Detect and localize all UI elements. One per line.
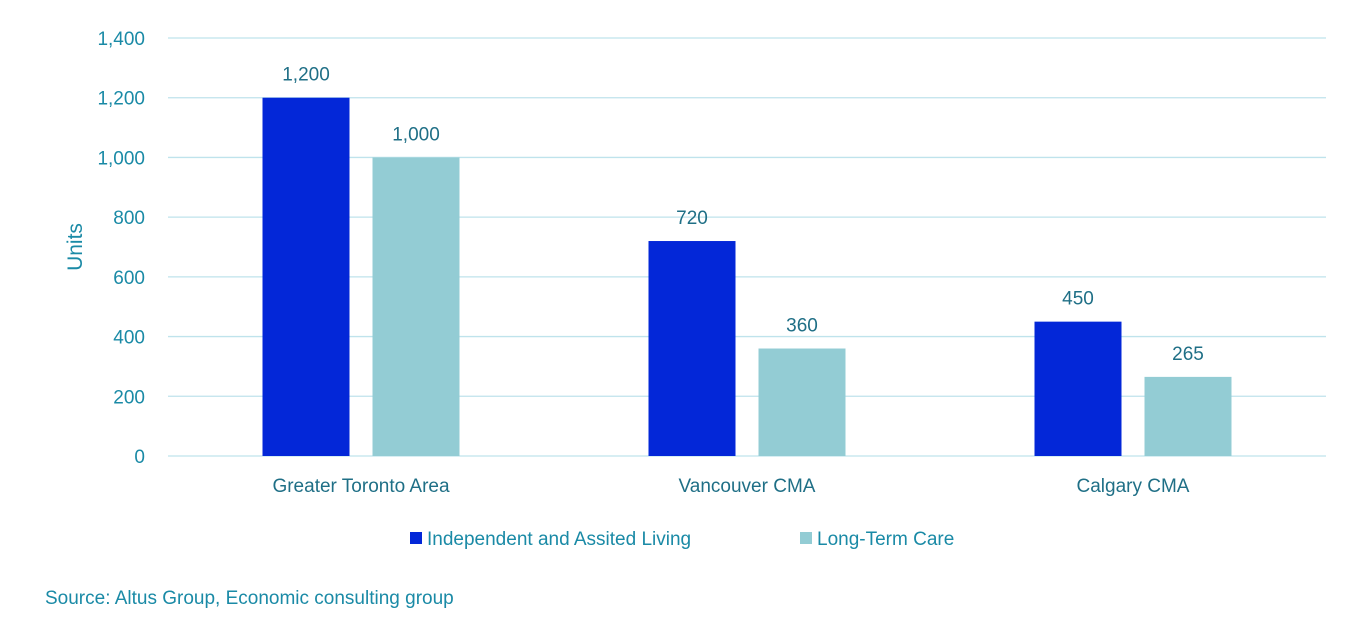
legend: Independent and Assited Living Long-Term …: [410, 529, 954, 550]
y-axis-label: Units: [64, 223, 87, 271]
y-tick-label: 800: [113, 208, 145, 229]
y-tick-label: 200: [113, 387, 145, 408]
legend-swatch: [800, 532, 812, 544]
x-category-label: Vancouver CMA: [679, 476, 816, 497]
legend-label: Long-Term Care: [817, 529, 954, 550]
legend-swatch: [410, 532, 422, 544]
y-tick-label: 400: [113, 328, 145, 349]
data-labels: 1,200 1,000 720 360 450 265: [282, 65, 1204, 365]
x-category-label: Greater Toronto Area: [272, 476, 450, 497]
y-axis-ticks: 0 200 400 600 800 1,000 1,200 1,400: [97, 29, 145, 468]
data-label: 720: [676, 208, 708, 229]
data-label: 1,200: [282, 65, 330, 86]
bar: [1034, 321, 1122, 456]
bar: [262, 97, 350, 456]
y-tick-label: 1,400: [97, 29, 145, 50]
source-note: Source: Altus Group, Economic consulting…: [45, 588, 454, 609]
bar: [1144, 376, 1232, 456]
data-label: 450: [1062, 289, 1094, 310]
legend-label: Independent and Assited Living: [427, 529, 691, 550]
data-label: 360: [786, 316, 818, 337]
bars: [262, 97, 1232, 456]
data-label: 265: [1172, 344, 1204, 365]
y-tick-label: 600: [113, 268, 145, 289]
x-category-label: Calgary CMA: [1077, 476, 1190, 497]
bar: [648, 241, 736, 456]
data-label: 1,000: [392, 124, 440, 145]
bar: [758, 348, 846, 456]
bar: [372, 157, 460, 456]
y-tick-label: 1,200: [97, 89, 145, 110]
y-tick-label: 1,000: [97, 148, 145, 169]
x-axis-categories: Greater Toronto Area Vancouver CMA Calgary…: [272, 476, 1189, 497]
gridlines: [168, 37, 1326, 457]
y-tick-label: 0: [134, 447, 145, 468]
